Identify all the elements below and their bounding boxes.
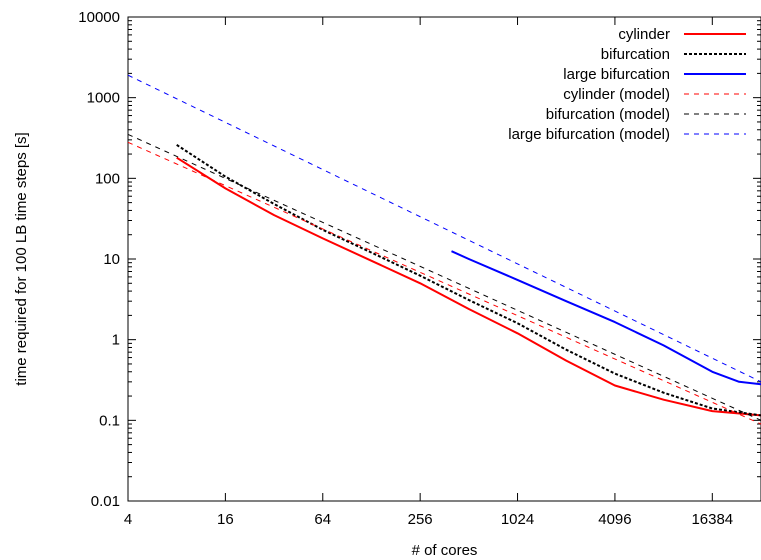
x-tick-label: 4 [124,511,132,528]
x-tick-label: 16384 [691,511,733,528]
legend-label: large bifurcation (model) [508,126,670,143]
x-tick-label: 1024 [501,511,534,528]
series-cylinder [176,156,761,417]
series-large-bifurcation-model [127,74,761,383]
axes: 4 16 64 256 1024 4096 16384 0.01 0.1 1 10 100 1000 10… [78,9,761,528]
legend-label: cylinder [618,26,670,43]
x-tick-label: 64 [314,511,331,528]
series-bifurcation [176,144,761,417]
legend-label: large bifurcation [563,66,670,83]
x-tick-label: 4096 [598,511,631,528]
y-tick-label: 10000 [78,9,120,26]
series-layer [127,74,761,425]
y-tick-label: 1 [112,332,120,349]
x-tick-label: 16 [217,511,234,528]
y-tick-label: 0.01 [91,493,120,510]
legend-label: bifurcation (model) [546,106,670,123]
y-tick-label: 1000 [87,90,120,107]
y-tick-label: 100 [95,170,120,187]
series-cylinder-model [127,141,761,425]
legend: cylinder bifurcation large bifurcation cyli… [508,26,746,143]
y-tick-label: 0.1 [99,412,120,429]
legend-label: bifurcation [601,46,670,63]
series-bifurcation-model [127,133,761,421]
legend-label: cylinder (model) [563,86,670,103]
x-axis-label: # of cores [412,542,478,559]
series-large-bifurcation [451,250,761,386]
x-tick-label: 256 [408,511,433,528]
y-tick-label: 10 [103,251,120,268]
y-axis-label: time required for 100 LB time steps [s] [13,132,30,385]
